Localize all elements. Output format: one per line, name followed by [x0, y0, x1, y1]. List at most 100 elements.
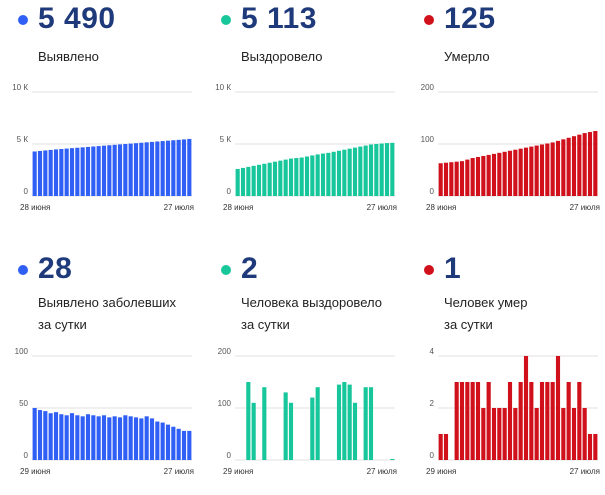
bar	[144, 416, 149, 460]
bar	[165, 140, 171, 196]
stat-panel-2: 5 113 Выздоровело 0 5 К 10 К 28 июня 27 июля	[215, 0, 411, 245]
bar	[507, 382, 513, 460]
stat-label: Выявлено заболевших	[38, 295, 176, 310]
stat-panel-1: 5 490 Выявлено 0 5 К 10 К 28 июня 27 июля	[12, 0, 208, 245]
series-dot-icon	[221, 265, 231, 275]
bar	[347, 148, 352, 196]
bar	[128, 416, 133, 460]
bar	[251, 402, 256, 460]
bar	[379, 143, 384, 196]
bar	[497, 408, 502, 460]
bar	[550, 382, 555, 460]
bar	[491, 153, 497, 196]
y-tick-label: 4	[430, 347, 435, 356]
bar	[246, 166, 251, 196]
y-tick-label: 0	[227, 451, 232, 460]
bar	[545, 143, 550, 196]
bar	[107, 417, 112, 460]
bar	[486, 154, 491, 196]
bar	[486, 382, 491, 460]
bar	[53, 412, 59, 460]
bar	[523, 147, 529, 196]
bar-chart: 0 100 200 29 июня 27 июля	[218, 347, 397, 476]
bar	[368, 387, 374, 460]
bar	[133, 143, 139, 196]
bar	[587, 132, 593, 196]
bar	[123, 144, 128, 196]
y-tick-label: 50	[19, 399, 28, 408]
bar	[310, 155, 315, 196]
bar	[59, 148, 64, 196]
stat-label: Выявлено	[38, 49, 99, 64]
bar	[187, 430, 192, 460]
bar	[315, 387, 320, 460]
bar	[267, 162, 272, 196]
bar	[64, 415, 69, 460]
bar	[176, 428, 181, 460]
bar	[518, 382, 523, 460]
x-tick-label: 29 июня	[223, 467, 253, 476]
bar	[149, 418, 155, 460]
bar	[139, 142, 144, 196]
bar	[304, 156, 310, 196]
y-tick-label: 200	[218, 347, 232, 356]
bar	[363, 387, 368, 460]
bar	[358, 146, 363, 196]
bar	[144, 142, 149, 196]
bar	[48, 413, 53, 460]
series-dot-icon	[221, 15, 231, 25]
bar	[374, 144, 379, 196]
bar	[582, 133, 587, 196]
bar	[561, 408, 566, 460]
x-tick-label: 29 июня	[20, 467, 50, 476]
stat-value: 2	[241, 252, 259, 285]
x-tick-label: 28 июня	[223, 203, 253, 212]
bar	[133, 417, 139, 460]
bar	[181, 139, 187, 196]
bar	[331, 151, 336, 196]
bar	[246, 382, 251, 460]
stat-label: Выздоровело	[241, 49, 323, 64]
stat-label: за сутки	[38, 317, 87, 332]
bar	[59, 414, 64, 460]
stat-panel-5: 2 Человека выздоровело за сутки 0 100 200 29 и…	[218, 250, 411, 495]
bar	[155, 421, 160, 460]
bar	[475, 382, 481, 460]
stat-label: Человека выздоровело	[241, 295, 382, 310]
bar	[320, 153, 326, 196]
bar	[534, 408, 539, 460]
bar	[171, 140, 176, 196]
bar	[443, 434, 449, 460]
y-tick-label: 0	[430, 187, 435, 196]
y-tick-label: 5 К	[17, 135, 29, 144]
bar	[481, 408, 486, 460]
bar	[593, 434, 598, 460]
y-tick-label: 100	[218, 399, 232, 408]
y-tick-label: 2	[430, 399, 435, 408]
bar	[529, 146, 534, 196]
bar	[96, 416, 101, 460]
series-dot-icon	[18, 15, 28, 25]
bar	[545, 382, 550, 460]
stat-label: Умерло	[444, 49, 490, 64]
bar	[187, 138, 192, 196]
bar	[37, 150, 43, 196]
bar	[262, 387, 267, 460]
bar	[566, 382, 571, 460]
bar	[555, 140, 561, 196]
bar	[539, 144, 545, 196]
bar	[577, 134, 582, 196]
stat-value: 1	[444, 252, 462, 285]
bar	[43, 150, 48, 196]
x-tick-label: 27 июля	[164, 203, 194, 212]
bar	[91, 146, 96, 196]
bar	[294, 158, 299, 196]
bar	[96, 146, 101, 196]
bar	[475, 157, 481, 196]
bar	[368, 144, 374, 196]
stat-label: за сутки	[444, 317, 493, 332]
stat-value: 5 490	[38, 2, 116, 35]
x-tick-label: 28 июня	[20, 203, 50, 212]
bar	[91, 415, 96, 460]
bar	[262, 163, 267, 196]
